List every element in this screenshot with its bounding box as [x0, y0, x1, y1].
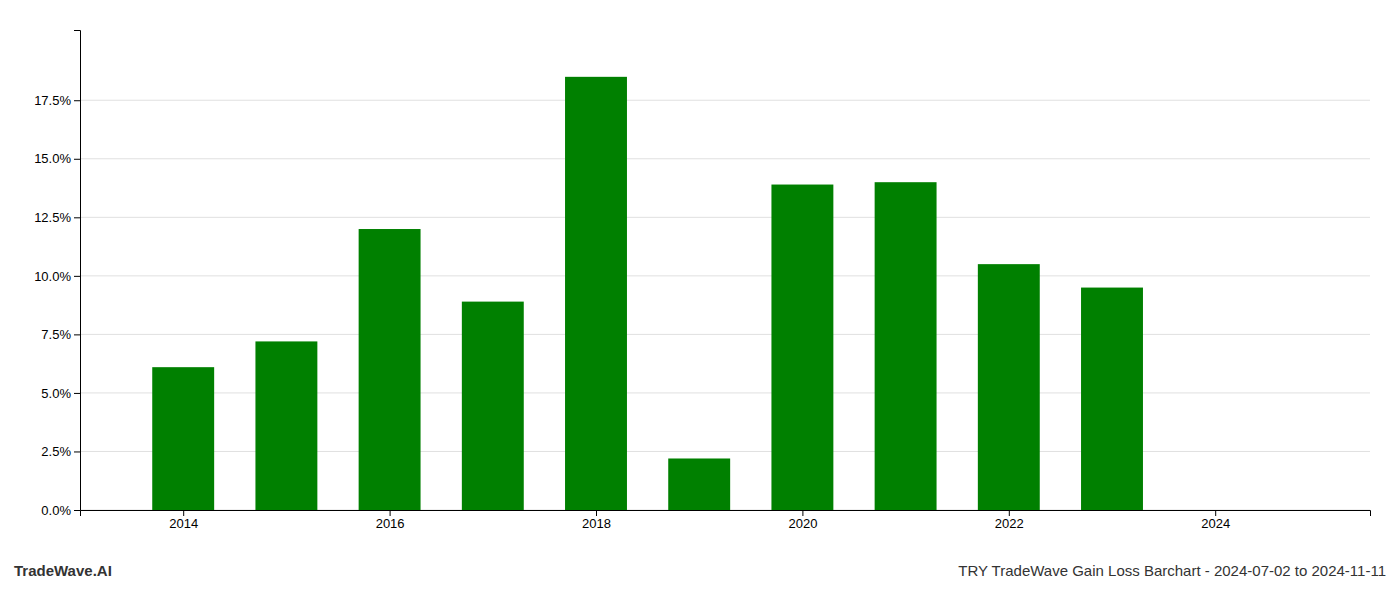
y-tick-mark [74, 393, 80, 394]
x-tick-label: 2020 [788, 516, 817, 531]
y-axis: 0.0% 2.5% 5.0% 7.5% 10.0% 12.5% 15.0% 17.5% [34, 31, 80, 518]
bar [978, 264, 1040, 510]
y-tick-label: 0.0% [41, 503, 71, 518]
y-axis-line [74, 31, 81, 511]
x-tick: 2022 [995, 510, 1024, 531]
footer-left: TradeWave.AI [14, 562, 112, 579]
bars [152, 77, 1143, 510]
y-tick-mark [74, 276, 80, 277]
y-tick-label: 2.5% [41, 444, 71, 459]
y-tick: 17.5% [34, 93, 80, 108]
plot: 2014 2016 2018 2020 2022 2024 0.0% 2.5% 5.0% 7.5%… [34, 31, 1370, 532]
x-tick-label: 2014 [169, 516, 198, 531]
grid [80, 100, 1370, 510]
chart: 2014 2016 2018 2020 2022 2024 0.0% 2.5% 5.0% 7.5%… [0, 0, 1400, 600]
y-tick-label: 10.0% [34, 269, 71, 284]
x-axis: 2014 2016 2018 2020 2022 2024 [81, 510, 1371, 531]
y-tick-mark [74, 451, 80, 452]
bar [771, 185, 833, 510]
grid-line [80, 100, 1370, 101]
y-tick-label: 5.0% [41, 386, 71, 401]
y-tick-mark [74, 159, 80, 160]
y-tick: 10.0% [34, 269, 80, 284]
x-tick: 2024 [1201, 510, 1230, 531]
grid-line [80, 275, 1370, 276]
bar [462, 302, 524, 510]
grid-line [80, 158, 1370, 159]
x-tick: 2016 [376, 510, 405, 531]
x-tick-label: 2024 [1201, 516, 1230, 531]
y-tick-label: 15.0% [34, 151, 71, 166]
bar [359, 229, 421, 510]
y-tick: 0.0% [41, 503, 80, 518]
bar [1081, 288, 1143, 510]
bar [152, 367, 214, 510]
y-tick-mark [74, 510, 80, 511]
y-tick-mark [74, 217, 80, 218]
grid-line [80, 217, 1370, 218]
x-tick-mark [1215, 510, 1216, 516]
x-tick-mark [183, 510, 184, 516]
x-tick-mark [1009, 510, 1010, 516]
bar [255, 341, 317, 510]
grid-line [80, 334, 1370, 335]
y-tick-label: 17.5% [34, 93, 71, 108]
y-tick-label: 12.5% [34, 210, 71, 225]
bar [565, 77, 627, 510]
x-tick-label: 2016 [376, 516, 405, 531]
x-tick-mark [802, 510, 803, 516]
x-tick-label: 2022 [995, 516, 1024, 531]
y-tick-label: 7.5% [41, 327, 71, 342]
x-tick: 2020 [788, 510, 817, 531]
x-tick-label: 2018 [582, 516, 611, 531]
y-tick: 15.0% [34, 151, 80, 166]
y-tick-mark [74, 100, 80, 101]
y-tick: 2.5% [41, 444, 80, 459]
x-tick: 2014 [169, 510, 198, 531]
x-tick-mark [596, 510, 597, 516]
footer-right: TRY TradeWave Gain Loss Barchart - 2024-… [958, 562, 1386, 579]
bar [875, 182, 937, 510]
footer: TradeWave.AI TRY TradeWave Gain Loss Barc… [14, 562, 1386, 579]
y-tick: 5.0% [41, 386, 80, 401]
bar [668, 458, 730, 510]
y-tick-mark [74, 334, 80, 335]
x-tick-mark [390, 510, 391, 516]
y-tick: 7.5% [41, 327, 80, 342]
x-tick: 2018 [582, 510, 611, 531]
x-axis-line [81, 511, 1371, 517]
y-tick: 12.5% [34, 210, 80, 225]
